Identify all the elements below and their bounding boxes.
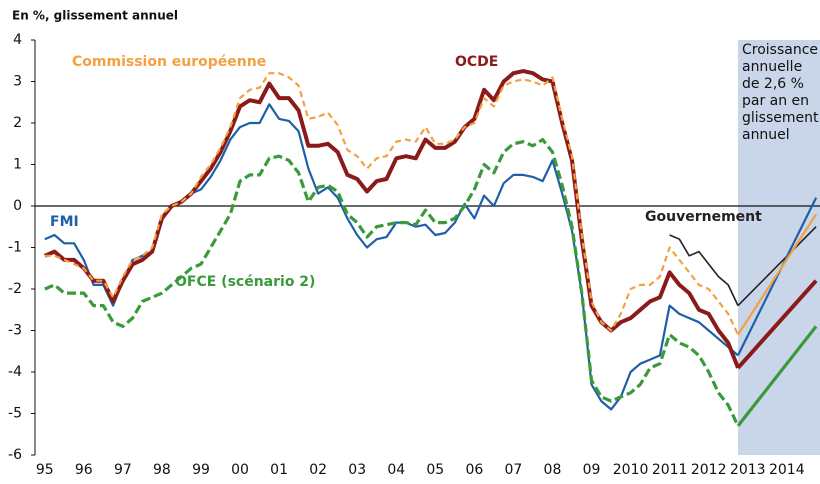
- series-line: [737, 226, 817, 307]
- annotation-line: de 2,6 %: [742, 76, 804, 92]
- x-tick-label: 98: [153, 462, 171, 478]
- x-tick-label: 01: [270, 462, 288, 478]
- x-tick-label: 2010: [613, 462, 649, 478]
- series-label: OFCE (scénario 2): [175, 274, 315, 290]
- series-line: [737, 213, 818, 336]
- x-tick-label: 97: [114, 462, 132, 478]
- y-tick-label: 3: [13, 74, 22, 90]
- annotation: Croissance annuelle de 2,6 % par an en gliss…: [742, 42, 819, 143]
- x-tick-label: 99: [192, 462, 210, 478]
- projection-shade: [737, 40, 820, 455]
- x-tick-label: 2014: [769, 462, 805, 478]
- y-tick-label: 1: [13, 157, 22, 173]
- y-tick-label: -6: [8, 447, 22, 463]
- annotation-line: glissement: [742, 110, 819, 126]
- x-tick-label: 2012: [691, 462, 727, 478]
- series-line: [736, 279, 818, 370]
- series-line: [44, 69, 740, 369]
- x-tick-label: 00: [231, 462, 249, 478]
- x-tick-label: 06: [465, 462, 483, 478]
- series-label: Gouvernement: [645, 209, 762, 225]
- series-label: OCDE: [455, 54, 498, 70]
- series-label: Commission européenne: [72, 54, 266, 70]
- annotation-line: Croissance: [742, 42, 818, 58]
- series-line: [737, 197, 818, 356]
- x-tick-label: 02: [309, 462, 327, 478]
- annotation-line: annuelle: [742, 59, 802, 75]
- series-line: [44, 72, 739, 336]
- x-tick-label: 03: [348, 462, 366, 478]
- series-line: [669, 234, 739, 306]
- x-tick-label: 08: [544, 462, 562, 478]
- series-line: [44, 138, 740, 427]
- y-tick-label: -3: [8, 323, 22, 339]
- x-tick-label: 2013: [730, 462, 766, 478]
- y-tick-label: 4: [13, 32, 22, 48]
- annotation-line: annuel: [742, 127, 790, 143]
- y-tick-label: -2: [8, 281, 22, 297]
- x-tick-label: 07: [505, 462, 523, 478]
- y-tick-label: -1: [8, 240, 22, 256]
- x-tick-label: 96: [75, 462, 93, 478]
- x-tick-label: 09: [583, 462, 601, 478]
- chart-title: En %, glissement annuel: [12, 9, 178, 23]
- y-tick-label: 0: [13, 198, 22, 214]
- x-tick-label: 95: [36, 462, 54, 478]
- y-tick-label: -5: [8, 406, 22, 422]
- x-tick-label: 05: [426, 462, 444, 478]
- annotation-line: par an en: [742, 93, 809, 109]
- series-label: FMI: [50, 214, 79, 230]
- y-tick-label: -4: [8, 364, 22, 380]
- x-tick-label: 04: [387, 462, 405, 478]
- y-tick-label: 2: [13, 115, 22, 131]
- x-tick-label: 2011: [652, 462, 688, 478]
- series-line: [736, 325, 818, 427]
